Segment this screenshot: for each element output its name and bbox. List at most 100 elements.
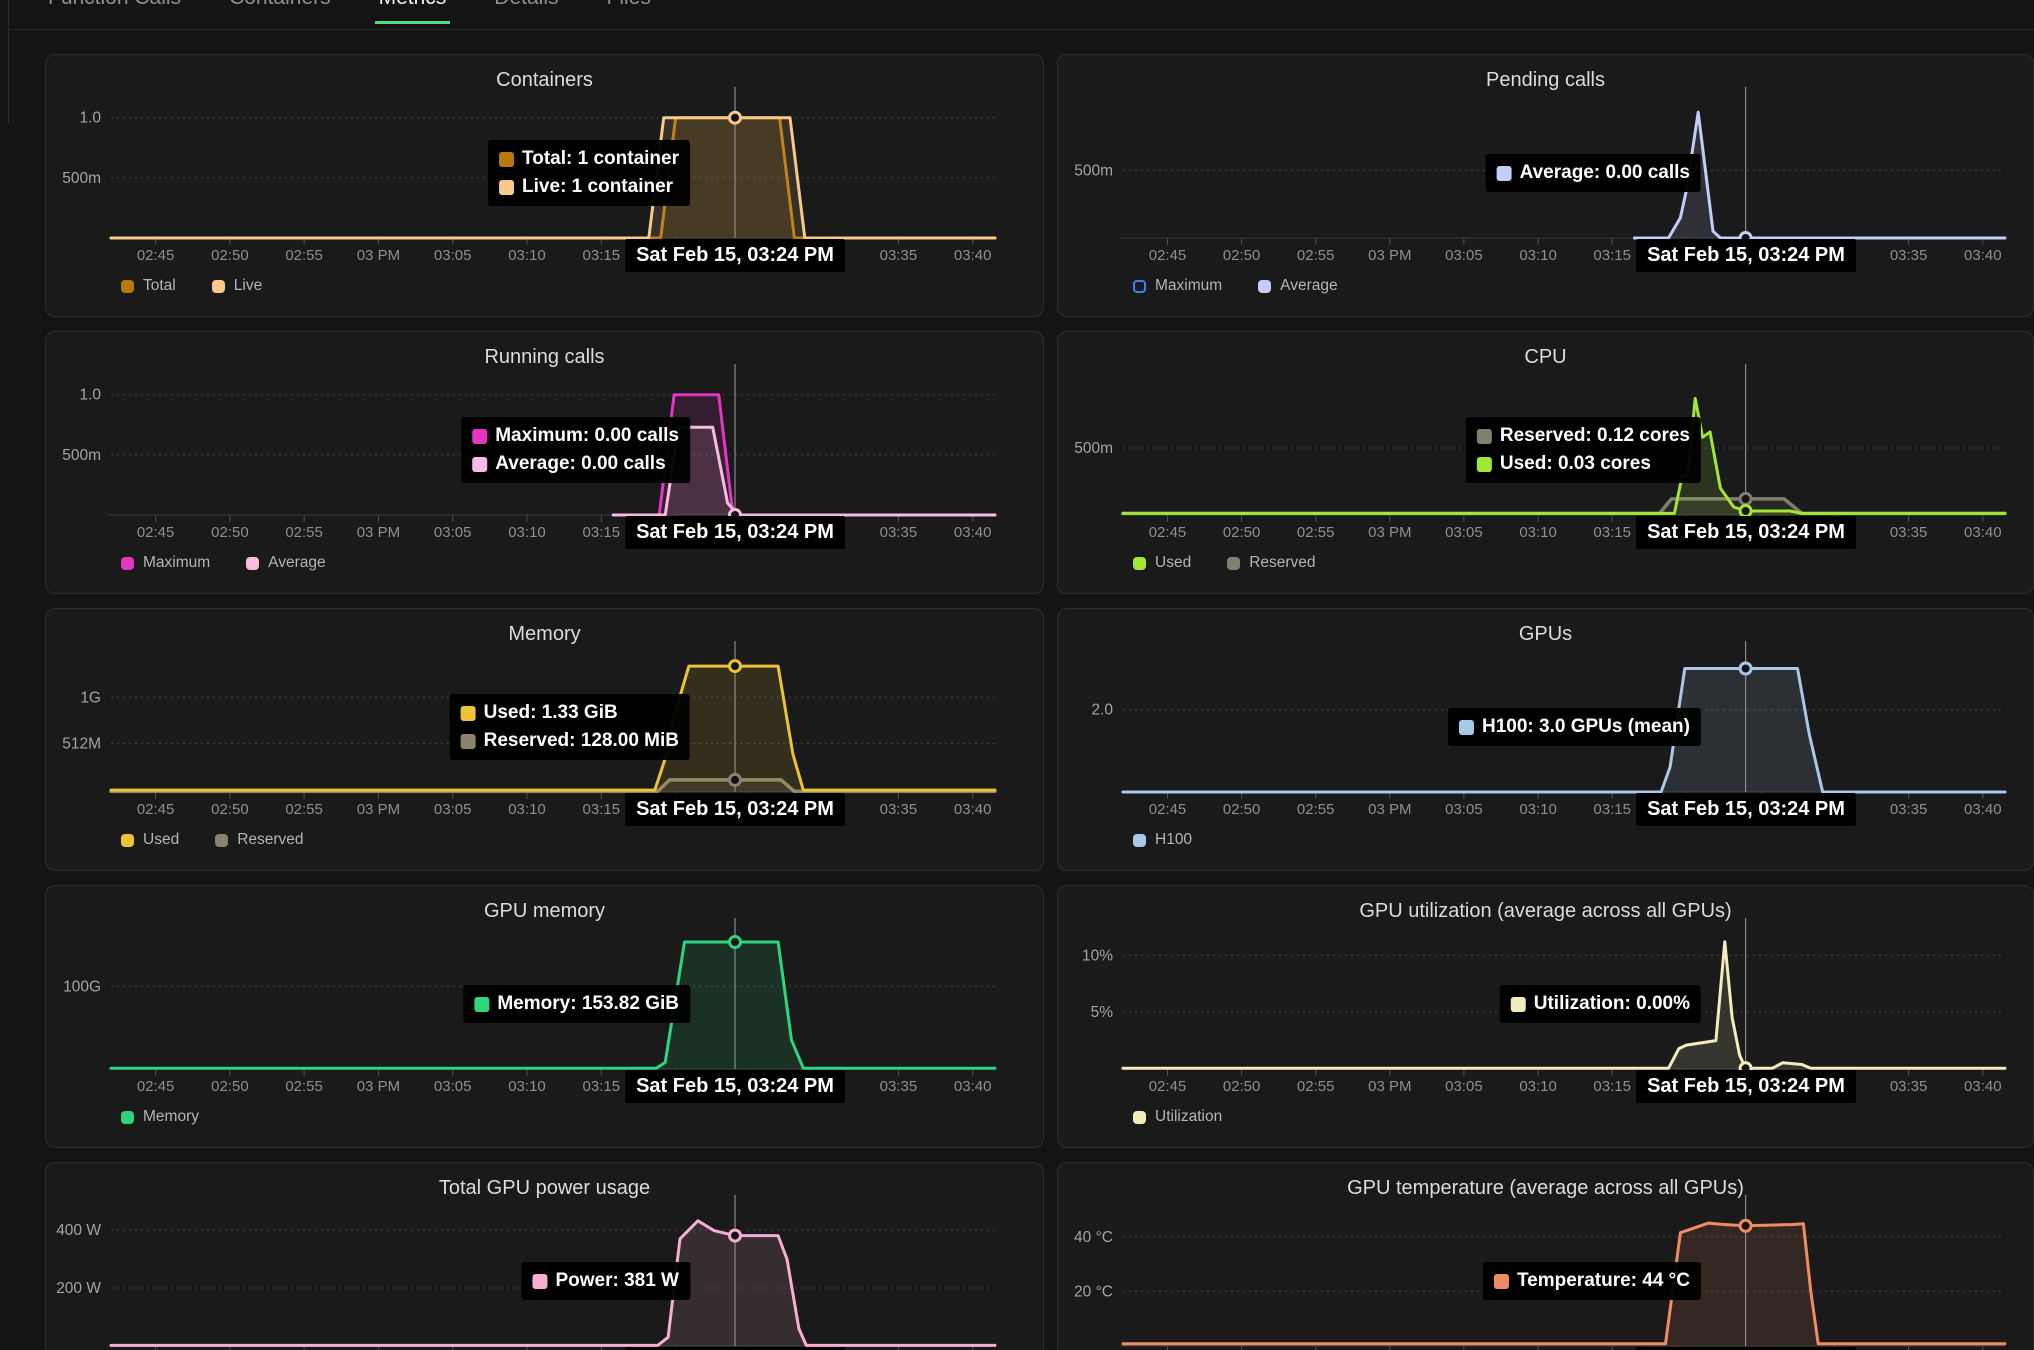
chart-card-gpu-temperature: GPU temperature (average across all GPUs… — [1057, 1162, 2034, 1350]
crosshair-timestamp: Sat Feb 15, 03:24 PM — [625, 793, 845, 826]
tooltip-value-text: H100: 3.0 GPUs (mean) — [1481, 716, 1690, 737]
chart-legend: Maximum Average — [1133, 277, 1338, 295]
legend-item-total[interactable]: Total — [121, 277, 176, 295]
hover-marker-used — [1738, 504, 1753, 518]
chart-legend: Used Reserved — [121, 831, 304, 849]
legend-swatch-filled — [121, 833, 134, 847]
tooltip-series-swatch — [472, 456, 488, 472]
legend-label: Reserved — [237, 831, 304, 848]
tooltip-series-swatch — [460, 733, 476, 749]
legend-item-used[interactable]: Used — [1133, 554, 1191, 572]
chart-title: Total GPU power usage — [438, 1177, 651, 1199]
legend-item-utilization[interactable]: Utilization — [1133, 1108, 1222, 1126]
x-tick-label: 03:05 — [1445, 1078, 1483, 1095]
legend-item-maximum[interactable]: Maximum — [1133, 277, 1222, 295]
tooltip-series-swatch — [474, 996, 490, 1012]
hover-marker-live — [728, 110, 742, 125]
tooltip-row: Used: 1.33 GiB — [460, 702, 679, 724]
legend-label: Used — [143, 831, 180, 848]
tooltip-value-text: Reserved: 128.00 MiB — [483, 730, 679, 751]
x-tick-label: 03:35 — [880, 1078, 918, 1095]
legend-item-maximum[interactable]: Maximum — [121, 554, 210, 572]
tooltip-row: Maximum: 0.00 calls — [472, 425, 679, 447]
hover-marker-used — [728, 659, 742, 674]
x-tick-label: 03:05 — [434, 801, 472, 818]
y-axis-label: 1.0 — [79, 110, 101, 127]
tab-files[interactable]: Files — [603, 0, 655, 24]
tab-details[interactable]: Details — [490, 0, 562, 24]
legend-swatch-outline — [1133, 279, 1146, 293]
x-tick-label: 02:50 — [1223, 1078, 1261, 1095]
legend-swatch-filled — [121, 279, 134, 293]
x-tick-label: 03:40 — [1964, 247, 2002, 264]
legend-item-used[interactable]: Used — [121, 831, 179, 849]
tooltip-row: H100: 3.0 GPUs (mean) — [1458, 716, 1690, 738]
chart-card-containers: Containers 1.0 500m 02:45 02:50 02:55 03 PM 03:… — [45, 54, 1044, 317]
chart-tooltip: Temperature: 44 °C — [1482, 1262, 1701, 1300]
x-tick-label: 03 PM — [1368, 801, 1411, 818]
x-tick-label: 02:45 — [1149, 524, 1187, 541]
series-area-power — [111, 1220, 995, 1346]
series-area-used — [111, 666, 995, 792]
tooltip-row: Used: 0.03 cores — [1476, 453, 1690, 475]
y-axis-label: 512M — [62, 736, 101, 753]
x-tick-label: 03:40 — [954, 801, 992, 818]
chart-tooltip: Utilization: 0.00% — [1499, 985, 1701, 1023]
legend-label: Average — [1280, 277, 1338, 294]
series-line-utilization — [1121, 940, 2007, 1070]
x-tick-label: 02:55 — [1297, 524, 1335, 541]
tab-metrics[interactable]: Metrics — [374, 0, 451, 24]
legend-item-reserved[interactable]: Reserved — [1227, 554, 1316, 572]
legend-item-h100[interactable]: H100 — [1133, 831, 1192, 849]
chart-card-gpu-memory: GPU memory 100G 02:45 02:50 02:55 03 PM 03:05 0… — [45, 885, 1044, 1148]
chart-title: CPU — [1524, 346, 1567, 368]
y-axis-label: 5% — [1091, 1004, 1114, 1021]
x-tick-label: 03:10 — [508, 1078, 546, 1095]
series-area-total — [111, 117, 995, 238]
tooltip-row: Power: 381 W — [532, 1270, 679, 1292]
legend-swatch-filled — [246, 556, 260, 570]
chart-card-memory: Memory 1G 512M 02:45 02:50 02:55 03 PM 03:05 03:… — [45, 608, 1044, 871]
legend-label: H100 — [1155, 831, 1193, 848]
legend-label: Maximum — [1155, 277, 1223, 294]
legend-label: Utilization — [1155, 1108, 1223, 1125]
x-tick-label: 03:05 — [434, 1078, 472, 1095]
legend-swatch-filled — [1258, 279, 1272, 293]
tooltip-value-text: Used: 1.33 GiB — [483, 702, 618, 723]
legend-item-average[interactable]: Average — [246, 554, 326, 572]
legend-swatch-filled — [1227, 556, 1241, 570]
x-tick-label: 02:50 — [1223, 801, 1261, 818]
x-tick-label: 03:40 — [954, 1078, 992, 1095]
tab-containers[interactable]: Containers — [225, 0, 335, 24]
tab-function-calls[interactable]: Function Calls — [44, 0, 185, 24]
chart-tooltip: Memory: 153.82 GiB — [463, 985, 690, 1023]
chart-title: Pending calls — [1486, 69, 1605, 91]
chart-card-pending-calls: Pending calls 500m 02:45 02:50 02:55 03 PM 03:… — [1057, 54, 2034, 317]
crosshair-timestamp: Sat Feb 15, 03:24 PM — [1636, 1070, 1856, 1103]
tooltip-series-swatch — [499, 179, 515, 195]
hover-marker-power — [728, 1228, 742, 1243]
legend-item-live[interactable]: Live — [211, 277, 262, 295]
chart-plot-area[interactable]: 1.0 500m 02:45 02:50 02:55 03 PM 03:05 03:10 03:… — [46, 55, 1044, 317]
legend-swatch-filled — [211, 279, 225, 293]
series-area-maximum — [613, 394, 995, 515]
tooltip-row: Utilization: 0.00% — [1510, 993, 1690, 1015]
legend-item-reserved[interactable]: Reserved — [215, 831, 304, 849]
series-line-power — [109, 1219, 997, 1347]
legend-label: Maximum — [143, 554, 211, 571]
legend-item-memory[interactable]: Memory — [121, 1108, 199, 1126]
panel-left-border — [8, 0, 9, 124]
x-tick-label: 03:15 — [1593, 524, 1631, 541]
chart-tooltip: Used: 1.33 GiB Reserved: 128.00 MiB — [449, 694, 690, 760]
y-axis-label: 500m — [62, 170, 101, 187]
chart-plot-area[interactable]: 500m 02:45 02:50 02:55 03 PM 03:05 03:10 03:15 0… — [1058, 332, 2034, 594]
series-area-memory — [111, 942, 995, 1069]
x-tick-label: 03:40 — [954, 247, 992, 264]
crosshair-timestamp: Sat Feb 15, 03:24 PM — [625, 1347, 845, 1350]
tooltip-value-text: Total: 1 container — [522, 148, 679, 169]
tooltip-value-text: Used: 0.03 cores — [1499, 453, 1651, 474]
chart-title: Running calls — [484, 346, 605, 368]
legend-item-average[interactable]: Average — [1258, 277, 1338, 295]
